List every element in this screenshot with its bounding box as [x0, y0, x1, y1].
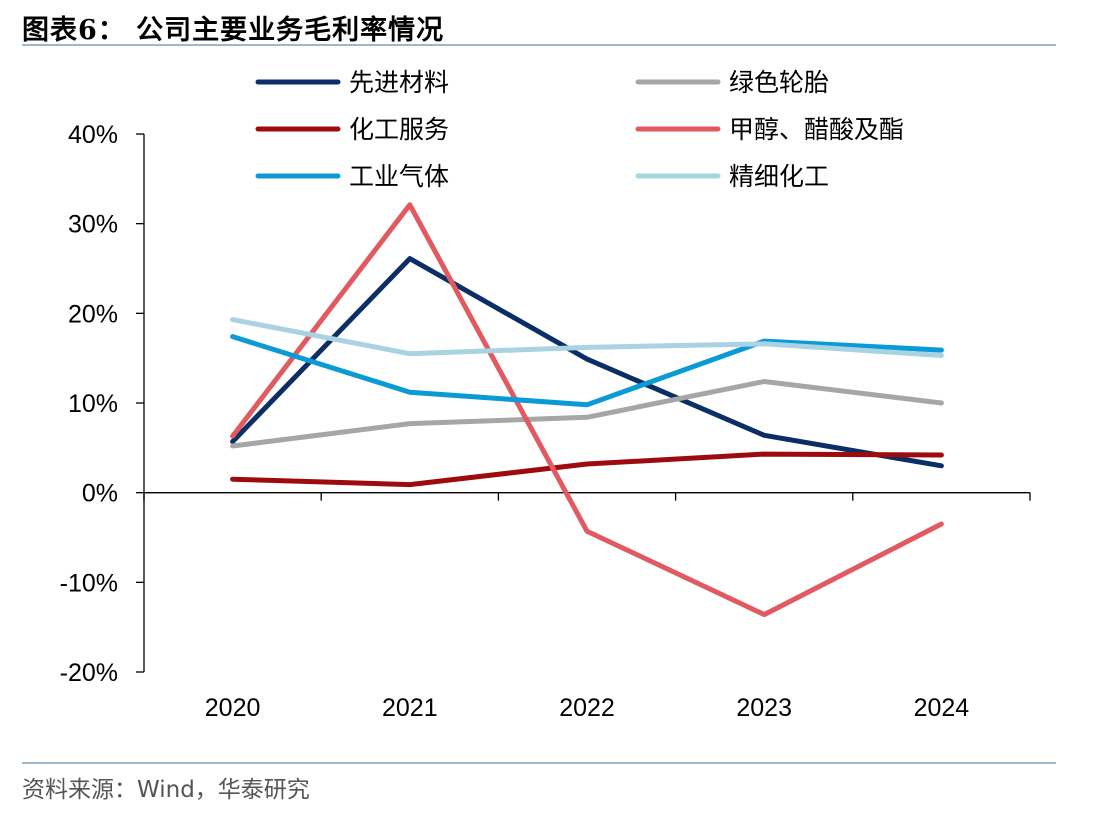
chart-title: 图表6： 公司主要业务毛利率情况 — [22, 15, 445, 46]
y-tick-label: 40% — [68, 121, 118, 149]
x-tick-label: 2021 — [382, 694, 438, 722]
legend-label: 化工服务 — [349, 115, 449, 144]
footer-divider — [22, 762, 1056, 764]
y-tick-label: 30% — [68, 211, 118, 239]
title-divider — [22, 44, 1056, 46]
x-tick-label: 2023 — [736, 694, 792, 722]
y-tick-label: -20% — [60, 659, 118, 687]
y-tick-label: 10% — [68, 390, 118, 418]
series-line — [230, 451, 944, 488]
legend-label: 绿色轮胎 — [729, 68, 829, 97]
chart-axes: -20% -10% 0% 10% 20% 30% 40% 2020 2021 2022 2023 20… — [60, 121, 1031, 722]
y-tick-label: 20% — [68, 300, 118, 328]
series-line — [230, 256, 944, 469]
y-tick-label: 0% — [82, 480, 118, 508]
chart-series-lines — [230, 202, 944, 618]
series-line — [230, 317, 944, 358]
series-line — [230, 202, 944, 618]
source-note: 资料来源：Wind，华泰研究 — [22, 777, 310, 803]
legend-label: 工业气体 — [349, 162, 449, 191]
series-line — [230, 379, 944, 449]
x-tick-label: 2022 — [559, 694, 615, 722]
legend-label: 精细化工 — [729, 162, 829, 191]
legend-label: 甲醇、醋酸及酯 — [729, 115, 904, 144]
y-tick-label: -10% — [60, 569, 118, 597]
line-chart: -20% -10% 0% 10% 20% 30% 40% 2020 2021 2022 2023 20… — [60, 68, 1031, 722]
x-tick-label: 2024 — [914, 694, 970, 722]
series-line — [230, 334, 944, 408]
x-tick-label: 2020 — [205, 694, 261, 722]
legend-label: 先进材料 — [349, 68, 449, 97]
